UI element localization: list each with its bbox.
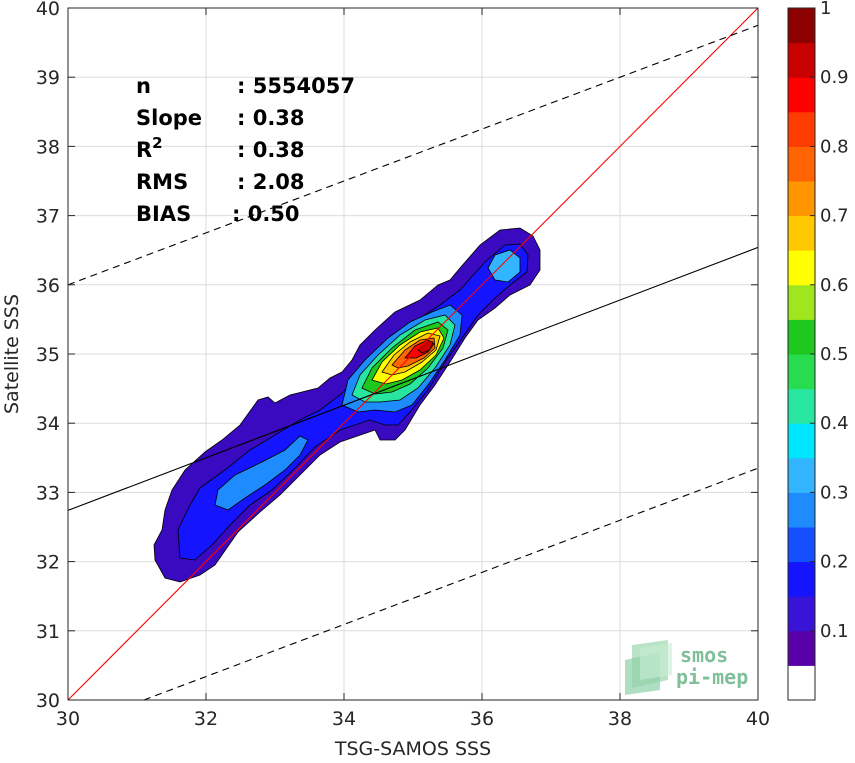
colorbar: 0.1 0.2 0.3 0.4 0.5 0.6 0.7 0.8 0.9 1 <box>787 0 849 701</box>
colorbar-segment <box>788 423 815 459</box>
colorbar-tick-label: 0.4 <box>820 413 849 434</box>
colorbar-segment <box>788 250 815 286</box>
colorbar-segment <box>788 215 815 251</box>
colorbar-segment <box>788 146 815 182</box>
colorbar-tick-label: 0.9 <box>820 67 849 88</box>
contour-level-3c <box>487 249 521 283</box>
colorbar-segment <box>788 8 815 44</box>
colorbar-segment <box>788 42 815 78</box>
y-tick-label: 36 <box>36 275 60 297</box>
colorbar-tick-label: 0.3 <box>820 482 849 503</box>
colorbar-segment <box>788 457 815 493</box>
stat-value: : 0.50 <box>232 202 300 226</box>
colorbar-segment <box>788 284 815 320</box>
contour-level-3 <box>214 435 309 511</box>
colorbar-segment <box>788 596 815 632</box>
y-tick-label: 30 <box>36 690 60 712</box>
y-tick-label: 31 <box>36 621 60 643</box>
logo-line2: pi-mep <box>676 665 748 689</box>
colorbar-tick-label: 0.6 <box>820 275 849 296</box>
stat-value: : 0.38 <box>237 138 305 162</box>
y-axis-ticks: 30 31 32 33 34 35 36 37 38 39 40 <box>36 0 758 712</box>
stat-name: RMS <box>136 170 188 194</box>
x-tick-label: 40 <box>746 708 770 730</box>
x-tick-label: 30 <box>56 708 80 730</box>
x-axis-ticks: 30 32 34 36 38 40 <box>56 8 770 730</box>
stat-value: : 0.38 <box>237 106 305 130</box>
colorbar-tick-label: 0.1 <box>820 621 849 642</box>
colorbar-segment <box>788 181 815 217</box>
colorbar-segment <box>788 388 815 424</box>
y-tick-label: 39 <box>36 67 60 89</box>
colorbar-segment <box>788 527 815 563</box>
colorbar-segment <box>788 111 815 147</box>
colorbar-segment <box>788 561 815 597</box>
logo-line1: smos <box>680 643 728 667</box>
y-tick-label: 34 <box>36 413 60 435</box>
colorbar-tick-label: 0.7 <box>820 206 849 227</box>
stat-value: : 5554057 <box>237 74 355 98</box>
y-tick-label: 33 <box>36 482 60 504</box>
colorbar-tick-label: 0.2 <box>820 552 849 573</box>
line-upper_bound <box>68 24 758 286</box>
colorbar-segment <box>788 77 815 113</box>
x-tick-label: 32 <box>194 708 218 730</box>
y-tick-label: 40 <box>36 0 60 20</box>
y-tick-label: 38 <box>36 136 60 158</box>
smos-pi-mep-logo: smos pi-mep <box>625 640 748 695</box>
colorbar-tick-label: 0.5 <box>820 344 849 365</box>
line-identity <box>68 8 758 700</box>
reference-lines <box>68 8 758 700</box>
colorbar-segment <box>788 630 815 666</box>
colorbar-segment <box>788 665 815 701</box>
stat-name: Slope <box>136 106 202 130</box>
stat-value: : 2.08 <box>237 170 305 194</box>
colorbar-tick-label: 0.8 <box>820 136 849 157</box>
colorbar-segment <box>788 319 815 355</box>
stat-name: n <box>136 74 151 98</box>
x-axis-label: TSG-SAMOS SSS <box>334 738 491 760</box>
colorbar-segment <box>788 354 815 390</box>
x-tick-label: 34 <box>332 708 356 730</box>
y-tick-label: 35 <box>36 344 60 366</box>
y-tick-label: 37 <box>36 206 60 228</box>
x-tick-label: 36 <box>470 708 494 730</box>
line-regression <box>68 246 758 511</box>
line-lower_bound <box>143 467 758 700</box>
x-tick-label: 38 <box>608 708 632 730</box>
colorbar-tick-label: 1 <box>820 0 831 19</box>
y-axis-label: Satellite SSS <box>1 294 23 414</box>
y-tick-label: 32 <box>36 552 60 574</box>
colorbar-segment <box>788 492 815 528</box>
stat-name: BIAS <box>136 202 191 226</box>
